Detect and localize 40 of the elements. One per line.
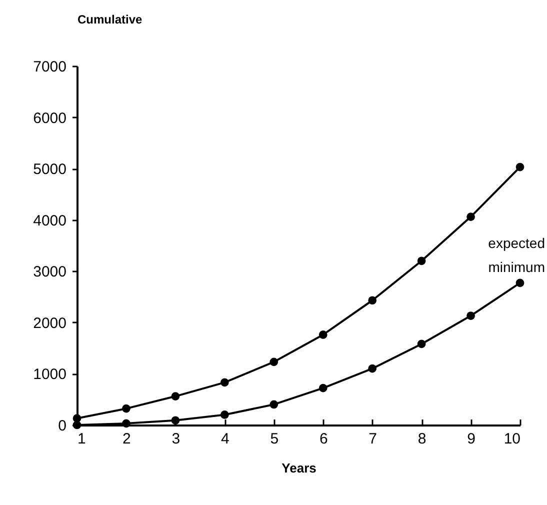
y-tick-label: 0 [58, 418, 66, 434]
point [516, 162, 524, 172]
x-tick-label: 9 [467, 430, 476, 448]
x-tick-label: 6 [319, 430, 328, 448]
point [417, 340, 426, 348]
point [171, 416, 180, 425]
point [368, 364, 377, 373]
point [220, 378, 229, 387]
point [466, 212, 475, 221]
x-axis-title: Years [282, 460, 316, 476]
point [122, 404, 130, 413]
y-axis-title: Cumulative [78, 12, 143, 26]
y-tick-label: 1000 [33, 366, 66, 384]
x-tick-label: 10 [504, 430, 520, 448]
x-tick-label: 8 [418, 430, 426, 448]
point [368, 296, 377, 305]
x-tick-label: 4 [220, 430, 230, 448]
point [318, 384, 328, 392]
point [318, 330, 328, 339]
x-tick-label: 3 [172, 430, 180, 448]
y-tick-label: 2000 [33, 314, 66, 332]
x-tick-label: 7 [368, 430, 378, 448]
y-tick-label: 5000 [33, 161, 66, 178]
point [417, 256, 426, 266]
x-tick-label: 5 [270, 430, 279, 448]
point [466, 312, 475, 320]
y-tick-label: 7000 [33, 58, 66, 76]
x-tick-label: 1 [78, 430, 86, 448]
point [270, 358, 278, 366]
y-tick-label: 4000 [33, 212, 66, 230]
series-label: expected [488, 235, 545, 252]
point [516, 278, 524, 288]
point [171, 392, 180, 400]
y-tick-label: 6000 [33, 110, 66, 127]
y-tick-label: 3000 [33, 264, 66, 281]
point [270, 400, 278, 409]
x-tick-label: 2 [122, 430, 131, 448]
point [122, 419, 130, 428]
point [220, 410, 229, 419]
series-label: minimum [488, 258, 545, 275]
